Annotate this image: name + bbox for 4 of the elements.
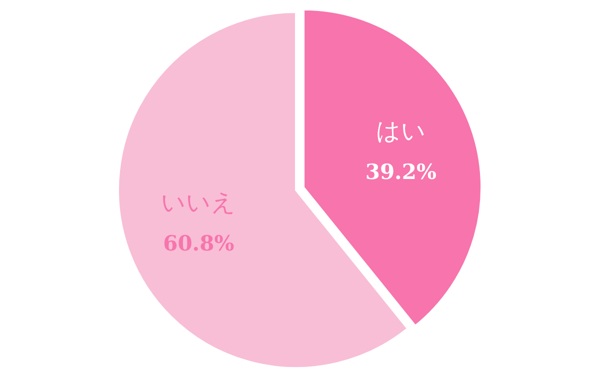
data-label: 39.2% bbox=[365, 158, 436, 184]
slice-label: はい bbox=[376, 116, 426, 145]
data-label: 60.8% bbox=[163, 230, 234, 256]
slice-label: いいえ bbox=[161, 188, 236, 216]
